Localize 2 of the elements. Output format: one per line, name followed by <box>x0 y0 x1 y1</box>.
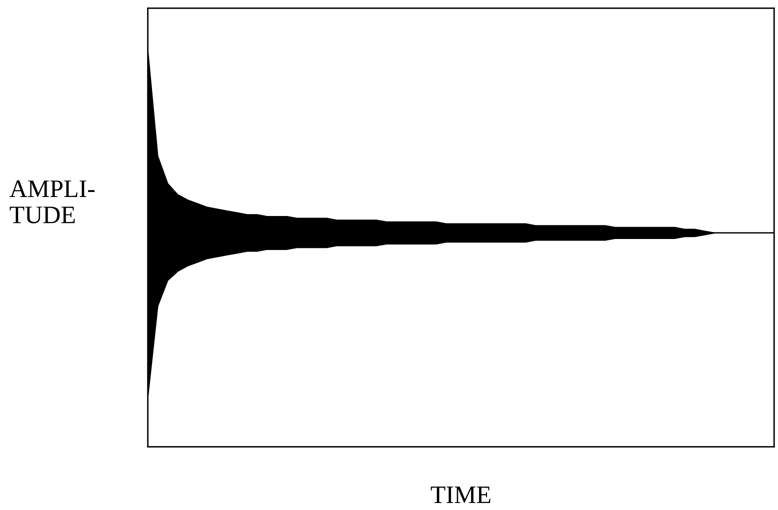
x-axis-title: TIME <box>430 486 490 503</box>
y-axis-title: AMPLI- TUDE <box>10 180 95 224</box>
